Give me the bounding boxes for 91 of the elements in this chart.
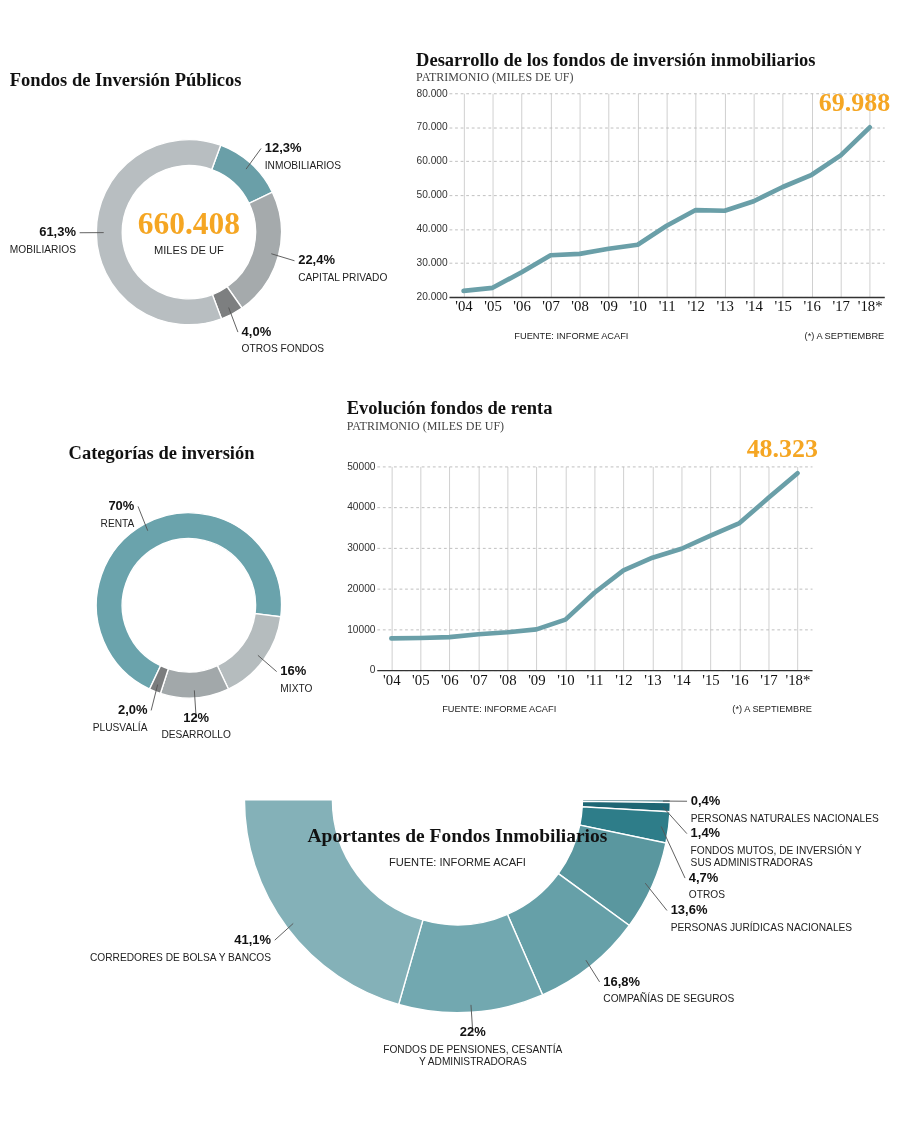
x-tick-label: '07 [470,671,488,688]
x-tick-label: '15 [774,298,792,315]
chart-subtitle: PATRIMONIO (MILES DE UF) [346,418,505,433]
data-label: 0,4% [690,792,721,808]
chart-subtitle: PATRIMONIO (MILES DE UF) [416,70,574,85]
x-tick-label: '10 [629,298,647,315]
slice-label: MIXTO [280,682,313,694]
x-tick-label: '07 [542,298,560,315]
data-label: 61,3% [39,224,77,240]
line-series [461,124,873,294]
slice-label: CAPITAL PRIVADO [298,272,388,284]
data-label: 4,0% [241,323,272,339]
source-note: FUENTE: INFORME ACAFI [514,330,629,341]
x-tick-label: '13 [716,298,734,315]
slice-label: OTROS [688,889,726,901]
data-label: 41,1% [234,931,272,947]
x-tick-label: '08 [499,671,517,688]
data-label: 16,8% [603,973,641,989]
y-tick-label: 20.000 [416,291,449,303]
slice-label: DESARROLLO [161,729,231,741]
text: (*) A SEPTIEMBRE [732,703,813,714]
x-tick-label: '05 [412,671,430,688]
x-tick-label: '12 [687,298,705,315]
y-tick-label: 0 [369,664,376,676]
y-tick-label: 40.000 [416,223,449,235]
chart-title: Desarrollo de los fondos de inversión inmobiliarios [416,49,816,70]
y-tick-label: 40000 [347,501,376,513]
x-tick-label: '06 [441,671,459,688]
slice-label: OTROS FONDOS [241,343,325,355]
y-tick-label: 50000 [347,460,376,472]
line-series [389,470,800,641]
y-tick-label: 50.000 [416,189,449,201]
x-tick-label: '10 [557,671,575,688]
data-label: 16% [280,663,307,679]
data-label: 12,3% [264,140,302,156]
x-tick-label: '12 [615,671,633,688]
source-note: FUENTE: INFORME ACAFI [442,703,557,714]
y-tick-label: 10000 [347,623,376,635]
x-tick-label: '14 [673,671,692,688]
chart-title: Categorías de inversión [68,443,256,464]
data-label: 12% [183,709,210,725]
x-tick-label: '11 [658,298,676,315]
annotation: 48.323 [746,433,818,463]
x-tick-label: '08 [571,298,589,315]
data-label: 13,6% [670,902,708,918]
x-tick-label: '04 [383,671,402,688]
data-label: 1,4% [690,825,721,841]
x-tick-label: '04 [455,298,474,315]
x-tick-label: '05 [484,298,502,315]
data-label: 22% [459,1024,487,1040]
y-tick-label: 30.000 [416,257,449,269]
slice-label: MOBILIARIOS [9,244,77,256]
y-tick-label: 30000 [347,542,376,554]
slice-label: FONDOS DE PENSIONES, CESANTÍA Y ADMINISTRADORAS [383,1042,563,1068]
text: MILES DE UF [154,244,224,257]
data-label: 2,0% [117,702,148,718]
data-label: 4,7% [688,869,719,885]
y-tick-label: 20000 [347,582,376,594]
donut-slice [95,512,283,690]
text: 660.408 [137,206,241,242]
x-tick-label: '16 [731,671,749,688]
y-tick-label: 80.000 [416,87,449,99]
annotation: 69.988 [818,87,891,117]
y-tick-label: 70.000 [416,121,449,133]
slice-label: RENTA [100,517,135,529]
slice-label: CORREDORES DE BOLSA Y BANCOS [89,951,272,963]
x-tick-label: '13 [644,671,662,688]
x-tick-label: '18* [785,671,811,688]
slice-label: COMPAÑÍAS DE SEGUROS [603,992,735,1005]
x-tick-label: '17 [760,671,778,688]
x-tick-label: '11 [586,671,604,688]
slice-label: PLUSVALÍA [92,720,148,733]
slice-label: PERSONAS NATURALES NACIONALES [690,812,879,824]
text: (*) A SEPTIEMBRE [804,330,885,341]
x-tick-label: '18* [857,298,883,315]
slice-label: INMOBILIARIOS [264,159,342,171]
x-tick-label: '17 [832,298,850,315]
x-tick-label: '06 [513,298,531,315]
x-tick-label: '09 [600,298,618,315]
slice-label: PERSONAS JURÍDICAS NACIONALES [670,920,853,933]
data-label: 70% [108,498,135,514]
y-tick-label: 60.000 [416,155,449,167]
source-note: FUENTE: INFORME ACAFI [388,856,526,869]
x-tick-label: '15 [702,671,720,688]
x-tick-label: '16 [803,298,821,315]
slice-label: FONDOS MUTOS, DE INVERSIÓN Y SUS ADMINISTRADORAS [690,844,862,869]
chart-title: Fondos de Inversión Públicos [9,69,242,90]
x-tick-label: '14 [745,298,764,315]
x-tick-label: '09 [528,671,546,688]
data-label: 22,4% [298,252,336,268]
chart-title: Evolución fondos de renta [346,398,553,419]
